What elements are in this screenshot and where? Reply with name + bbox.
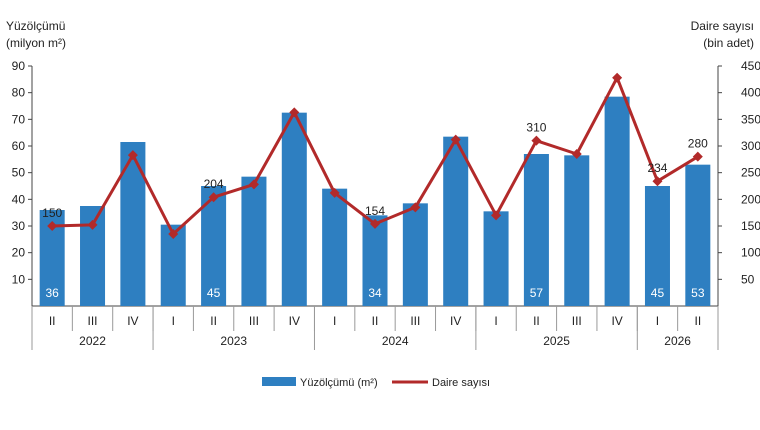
bar-data-label: 45 — [651, 286, 665, 300]
right-axis-title-line1: Daire sayısı — [691, 19, 754, 33]
bar-data-label: 34 — [368, 286, 382, 300]
right-tick-label: 350 — [741, 112, 760, 126]
line-point — [370, 218, 380, 229]
bar — [523, 154, 549, 306]
quarter-label: III — [249, 314, 259, 328]
right-tick-label: 150 — [741, 219, 760, 233]
bar — [402, 203, 428, 306]
line-point — [410, 202, 421, 213]
left-tick-label: 30 — [12, 219, 26, 233]
bar-data-label: 45 — [207, 286, 221, 300]
line-point — [87, 219, 98, 230]
quarter-label: II — [210, 314, 217, 328]
line-data-label: 280 — [688, 137, 708, 151]
legend-label-daire-sayisi: Daire sayısı — [432, 377, 490, 389]
left-tick-label: 10 — [12, 272, 26, 286]
line-point — [571, 149, 582, 159]
line-point — [289, 107, 300, 118]
left-tick-label: 90 — [12, 59, 26, 73]
bar — [362, 215, 388, 306]
right-tick-label: 450 — [741, 59, 760, 73]
right-tick-label: 300 — [741, 139, 760, 153]
bar — [241, 176, 267, 306]
year-label: 2023 — [220, 334, 247, 348]
quarter-label: IV — [289, 314, 300, 328]
bar-data-label: 36 — [45, 286, 59, 300]
plot-area: 10 20 30 40 50 60 70 80 90 50 100 150 200 250 300 350 40… — [12, 59, 760, 350]
line-point — [168, 229, 179, 239]
bar — [604, 96, 630, 307]
bar — [281, 112, 307, 307]
left-tick-label: 40 — [12, 192, 26, 206]
left-axis-title-line2: (milyon m²) — [6, 36, 66, 50]
line-point — [612, 72, 623, 83]
bar-data-label: 57 — [530, 286, 544, 300]
line-point — [491, 210, 502, 221]
year-label: 2026 — [664, 334, 691, 348]
line-point — [47, 221, 58, 231]
quarter-label: I — [656, 314, 659, 328]
right-tick-label: 250 — [741, 166, 760, 180]
line-point — [531, 135, 542, 146]
quarter-label: II — [372, 314, 379, 328]
bar-data-label: 53 — [691, 286, 705, 300]
right-tick-label: 50 — [741, 272, 755, 286]
line-point — [127, 150, 138, 161]
legend: Yüzölçümü (m²) Daire sayısı — [262, 377, 490, 389]
quarter-label: I — [494, 314, 497, 328]
line-data-label: 154 — [365, 204, 385, 218]
bar — [685, 164, 711, 306]
quarter-label: I — [333, 314, 336, 328]
bar — [644, 186, 670, 306]
line-point — [692, 151, 703, 162]
left-tick-label: 70 — [12, 112, 26, 126]
quarter-label: III — [572, 314, 582, 328]
quarter-label: II — [694, 314, 701, 328]
left-tick-label: 80 — [12, 86, 26, 100]
quarter-label: IV — [127, 314, 138, 328]
quarter-label: II — [49, 314, 56, 328]
bar — [443, 136, 469, 306]
line-data-label: 150 — [42, 206, 62, 220]
bar — [322, 188, 348, 306]
left-tick-label: 20 — [12, 246, 26, 260]
quarter-label: IV — [450, 314, 461, 328]
year-label: 2022 — [79, 334, 106, 348]
bar — [120, 142, 146, 306]
quarter-label: III — [410, 314, 420, 328]
right-tick-label: 200 — [741, 192, 760, 206]
year-label: 2024 — [382, 334, 409, 348]
year-label: 2025 — [543, 334, 570, 348]
legend-label-yuzolcumu: Yüzölçümü (m²) — [300, 377, 378, 389]
line-point — [208, 192, 219, 203]
line-data-label: 234 — [647, 161, 667, 175]
quarter-label: I — [172, 314, 175, 328]
right-axis-title-line2: (bin adet) — [703, 36, 754, 50]
quarter-label: IV — [611, 314, 622, 328]
quarter-label: III — [88, 314, 98, 328]
line-point — [652, 176, 663, 187]
legend-swatch-yuzolcumu — [262, 377, 296, 386]
bar — [483, 211, 509, 306]
right-tick-label: 100 — [741, 246, 760, 260]
quarter-label: II — [533, 314, 540, 328]
line-data-label: 204 — [204, 177, 224, 191]
left-tick-label: 50 — [12, 166, 26, 180]
left-axis-title-line1: Yüzölçümü — [6, 19, 65, 33]
line-point — [450, 134, 461, 145]
left-tick-label: 60 — [12, 139, 26, 153]
line-data-label: 310 — [526, 121, 546, 135]
bar — [564, 155, 590, 306]
right-tick-label: 400 — [741, 86, 760, 100]
line-point — [329, 187, 340, 198]
line-point — [248, 179, 259, 190]
